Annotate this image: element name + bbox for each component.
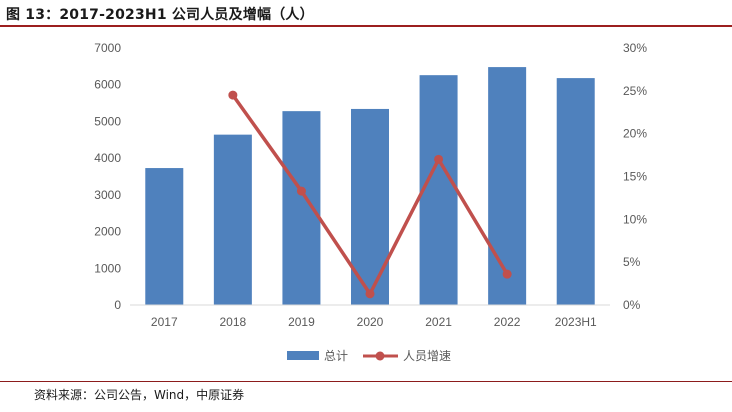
y-left-tick-label: 4000 (94, 151, 121, 165)
y-right-tick-label: 15% (623, 170, 647, 184)
x-tick-label: 2017 (151, 315, 178, 329)
y-right-tick-label: 0% (623, 298, 641, 312)
growth-rate-point (502, 269, 512, 279)
bar-2022 (488, 67, 527, 305)
y-right-tick-label: 5% (623, 255, 641, 269)
bar-2023h1 (556, 78, 595, 305)
bar-2017 (145, 168, 184, 305)
source-divider (0, 381, 732, 382)
y-left-tick-label: 1000 (94, 261, 121, 275)
y-left-tick-label: 3000 (94, 188, 121, 202)
growth-rate-point (228, 90, 238, 100)
legend-label-growth: 人员增速 (403, 349, 451, 363)
growth-rate-point (296, 186, 306, 196)
growth-rate-point (365, 289, 375, 299)
x-tick-label: 2021 (425, 315, 452, 329)
figure-header: 图 13：2017-2023H1 公司人员及增幅（人） (0, 0, 732, 27)
x-tick-label: 2019 (288, 315, 315, 329)
title-divider (0, 25, 732, 27)
source-note: 资料来源：公司公告，Wind，中原证券 (34, 388, 245, 402)
y-left-tick-label: 2000 (94, 225, 121, 239)
legend-label-total: 总计 (324, 349, 348, 363)
y-left-tick-label: 5000 (94, 114, 121, 128)
bar-2018 (213, 134, 252, 305)
chart: 0 1000 2000 3000 4000 5000 6000 7000 0% 5% 10% 15% 2… (94, 41, 647, 363)
y-right-tick-label: 25% (623, 84, 647, 98)
y-left-tick-label: 7000 (94, 41, 121, 55)
y-right-tick-label: 10% (623, 212, 647, 226)
x-tick-label: 2018 (220, 315, 247, 329)
growth-rate-point (434, 154, 444, 164)
y-left-tick-label: 0 (114, 298, 121, 312)
y-right-tick-label: 20% (623, 127, 647, 141)
x-tick-label: 2020 (357, 315, 384, 329)
bar-2021 (419, 75, 458, 305)
legend-swatch-total (287, 351, 319, 360)
legend-marker-growth (375, 351, 385, 361)
x-tick-label: 2022 (494, 315, 521, 329)
x-tick-label: 2023H1 (555, 315, 597, 329)
figure-title: 图 13：2017-2023H1 公司人员及增幅（人） (6, 7, 314, 23)
y-right-tick-label: 30% (623, 41, 647, 55)
y-left-tick-label: 6000 (94, 78, 121, 92)
